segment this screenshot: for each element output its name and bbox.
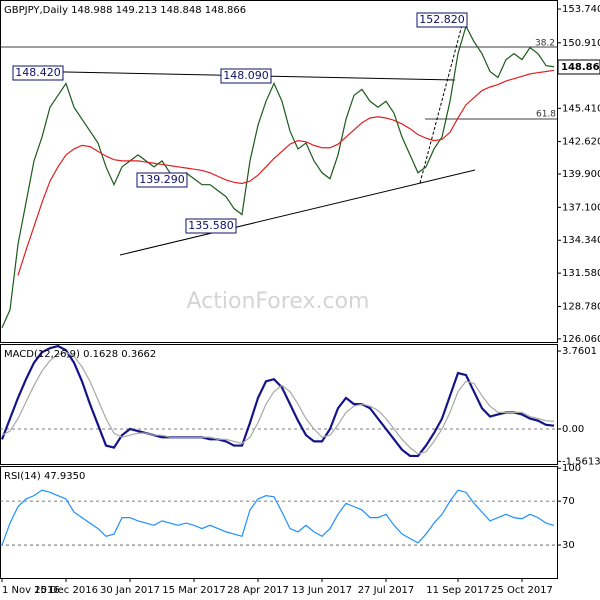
panel-title: RSI(14) 47.9350: [4, 471, 85, 482]
panel-title: MACD(12,26,9) 0.1628 0.3662: [4, 349, 156, 360]
series-line: [1, 24, 555, 328]
y-tick-label: 30: [562, 540, 575, 551]
y-tick-label: 153.740: [562, 4, 600, 15]
x-tick-label: 15 Dec 2016: [34, 585, 98, 596]
macd-panel: [0, 344, 558, 465]
y-tick-label: 126.060: [562, 334, 600, 345]
x-tick-label: 15 Mar 2017: [162, 585, 225, 596]
y-tick-label: 137.100: [562, 202, 600, 213]
y-tick-label: 139.900: [562, 169, 600, 180]
x-tick-label: 28 Apr 2017: [227, 585, 289, 596]
price-label-box: [136, 172, 188, 188]
series-line: [1, 489, 555, 546]
series-line: [1, 351, 555, 455]
price-label: 139.290: [139, 173, 185, 186]
x-tick-label: 1 Nov 2016: [2, 585, 60, 596]
trend-line: [119, 169, 476, 256]
y-tick-label: 142.620: [562, 137, 600, 148]
fib-label: 61.8: [536, 110, 556, 120]
price-label-box: [12, 65, 64, 81]
y-tick-label: 3.7601: [562, 346, 597, 357]
price-label: 148.090: [223, 69, 269, 82]
panel-title: GBPJPY,Daily 148.988 149.213 148.848 148…: [4, 5, 246, 16]
y-tick-label: 128.780: [562, 301, 600, 312]
series-line: [17, 69, 555, 276]
main-panel: [0, 0, 558, 343]
y-tick-label: 70: [562, 496, 575, 507]
y-tick-label: 134.340: [562, 235, 600, 246]
x-tick-label: 13 Jun 2017: [292, 585, 352, 596]
price-label-box: [185, 218, 237, 234]
price-label-box: [220, 68, 272, 84]
x-tick-label: 11 Sep 2017: [426, 585, 489, 596]
series-line: [0, 344, 555, 458]
watermark: ActionForex.com: [187, 289, 370, 314]
price-label: 135.580: [188, 219, 234, 232]
last-price-box: [557, 59, 600, 75]
price-label: 152.820: [419, 13, 465, 26]
y-tick-label: 0.00: [562, 424, 584, 435]
x-tick-label: 27 Jul 2017: [358, 585, 415, 596]
y-tick-label: 145.410: [562, 103, 600, 114]
projection-line: [419, 24, 463, 184]
y-tick-label: 100: [562, 463, 581, 474]
y-tick-label: 150.910: [562, 38, 600, 49]
y-tick-label: 131.580: [562, 268, 600, 279]
price-label: 148.420: [15, 66, 61, 79]
x-tick-label: 30 Jan 2017: [100, 585, 160, 596]
rsi-panel: [0, 466, 558, 579]
y-tick-label: -1.5613: [562, 456, 600, 467]
last-price: 148.866: [561, 62, 600, 73]
price-label-box: [416, 12, 468, 28]
x-tick-label: 25 Oct 2017: [491, 585, 553, 596]
fib-label: 38.2: [535, 39, 555, 49]
